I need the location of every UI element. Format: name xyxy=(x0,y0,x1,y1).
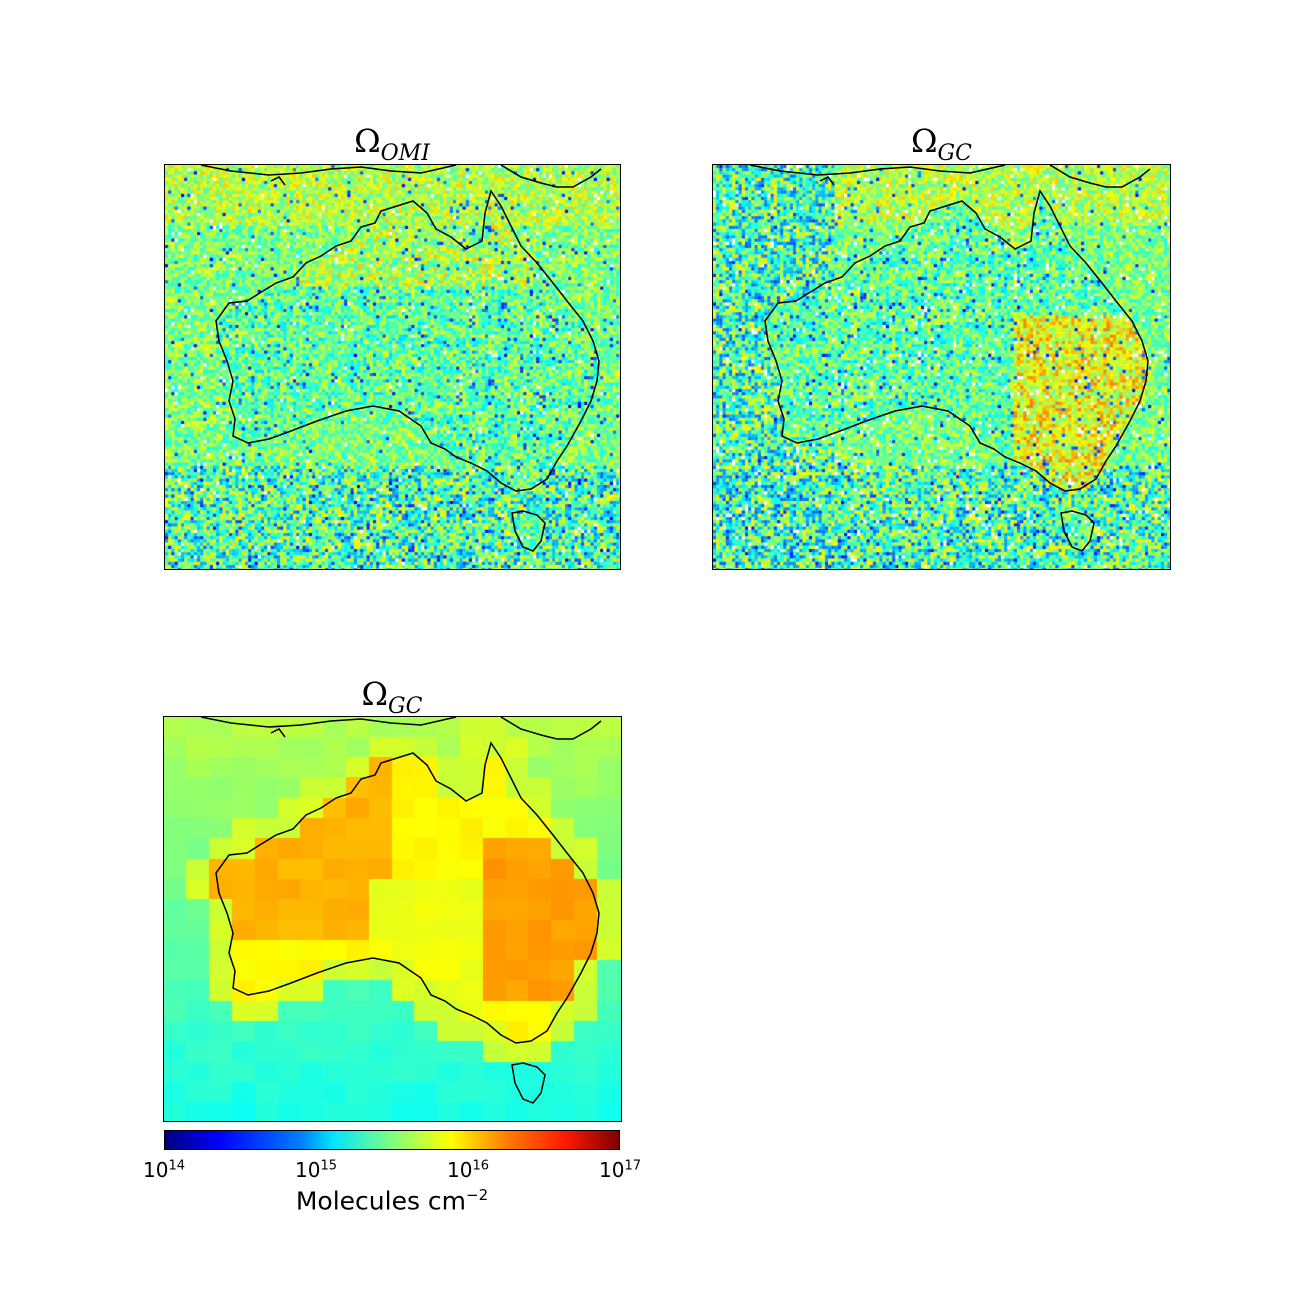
colorbar-tick-1e17: 1017 xyxy=(599,1158,641,1182)
coastline-island xyxy=(270,728,286,738)
coastline-omi xyxy=(200,165,602,552)
colorbar-tick-1e16: 1016 xyxy=(447,1158,489,1182)
colorbar-tick-1e15: 1015 xyxy=(295,1158,337,1182)
panel-gc-model-title: ΩGC xyxy=(361,675,423,719)
colorbar-label: Molecules cm−2 xyxy=(295,1186,489,1216)
panel-gc-title: ΩGC xyxy=(911,122,972,166)
coastline-australia xyxy=(215,189,600,492)
coastline-tasmania xyxy=(511,510,546,552)
coastline-tasmania xyxy=(1060,510,1095,552)
colorbar-tick-1e14: 1014 xyxy=(143,1158,185,1182)
coastline-new-guinea xyxy=(500,165,602,188)
map-omi xyxy=(164,164,621,570)
coastline-gc-satellite xyxy=(749,165,1151,552)
coastline-indonesia xyxy=(200,165,457,176)
colorbar xyxy=(164,1130,620,1150)
panel-omi-title: ΩOMI xyxy=(354,122,430,166)
coastline-australia xyxy=(215,741,600,1044)
coastline-australia xyxy=(764,189,1149,492)
coastline-new-guinea xyxy=(1049,165,1151,188)
coastline-island xyxy=(819,176,835,186)
coastline-indonesia xyxy=(749,165,1006,176)
coastline-new-guinea xyxy=(500,717,602,740)
map-gc-model-pixels xyxy=(164,717,621,1121)
coastline-tasmania xyxy=(511,1062,546,1104)
coastline-gc-model xyxy=(200,717,602,1104)
coastline-indonesia xyxy=(200,717,457,728)
map-omi-pixels xyxy=(165,165,620,569)
map-gc-satellite-pixels xyxy=(713,165,1170,569)
map-gc-model xyxy=(163,716,622,1122)
map-gc-satellite xyxy=(712,164,1171,570)
coastline-island xyxy=(270,176,286,186)
